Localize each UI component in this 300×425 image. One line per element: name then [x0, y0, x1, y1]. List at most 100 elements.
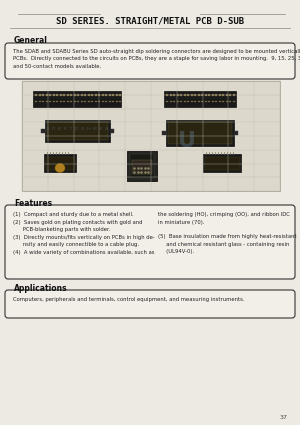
Bar — [205, 101, 206, 102]
Text: э л е к т р о н и к а: э л е к т р о н и к а — [46, 125, 108, 130]
Bar — [205, 94, 206, 96]
Bar — [44, 154, 76, 172]
Bar — [40, 129, 44, 133]
Text: 37: 37 — [280, 415, 288, 420]
Bar — [49, 94, 51, 96]
Bar — [84, 94, 86, 96]
Bar — [187, 94, 189, 96]
Bar — [110, 129, 113, 133]
Bar — [166, 94, 168, 96]
Bar — [80, 101, 83, 102]
Bar — [168, 122, 232, 144]
Bar — [164, 91, 236, 107]
Bar — [203, 154, 241, 172]
Bar — [109, 94, 110, 96]
Bar — [184, 94, 185, 96]
Bar — [88, 101, 89, 102]
Ellipse shape — [55, 164, 65, 173]
FancyBboxPatch shape — [5, 290, 295, 318]
Bar — [116, 101, 118, 102]
Bar — [197, 94, 200, 96]
Bar — [35, 101, 37, 102]
Bar — [190, 94, 193, 96]
Bar — [46, 94, 47, 96]
Bar — [229, 101, 231, 102]
Text: General: General — [14, 36, 48, 45]
Bar — [52, 101, 55, 102]
Bar — [180, 94, 182, 96]
Bar — [70, 94, 72, 96]
FancyBboxPatch shape — [5, 43, 295, 79]
Bar — [91, 101, 93, 102]
Bar — [49, 101, 51, 102]
Bar — [91, 94, 93, 96]
Bar — [176, 94, 178, 96]
Bar — [67, 101, 68, 102]
Bar — [205, 157, 239, 170]
Bar — [201, 101, 203, 102]
Bar — [232, 101, 235, 102]
Bar — [38, 101, 40, 102]
Bar — [44, 120, 110, 142]
Bar — [80, 94, 83, 96]
Text: SD SERIES. STRAIGHT/METAL PCB D-SUB: SD SERIES. STRAIGHT/METAL PCB D-SUB — [56, 17, 244, 26]
Bar — [112, 94, 114, 96]
Bar — [222, 94, 224, 96]
Bar — [46, 101, 47, 102]
Bar — [98, 101, 100, 102]
Bar — [212, 101, 214, 102]
Bar — [84, 101, 86, 102]
Bar — [105, 94, 107, 96]
Bar — [162, 131, 166, 135]
Bar — [173, 101, 175, 102]
Bar — [38, 94, 40, 96]
Bar — [112, 101, 114, 102]
Text: Computers, peripherals and terminals, control equipment, and measuring instrumen: Computers, peripherals and terminals, co… — [13, 297, 244, 302]
Bar — [33, 91, 121, 107]
Bar — [119, 94, 121, 96]
Bar — [59, 101, 62, 102]
Bar — [77, 94, 79, 96]
Bar — [229, 94, 231, 96]
Bar — [88, 94, 89, 96]
Bar — [208, 101, 210, 102]
Bar — [187, 101, 189, 102]
Bar — [101, 101, 103, 102]
Text: The SDAB and SDABU Series SD auto-straight dip soldering connectors are designed: The SDAB and SDABU Series SD auto-straig… — [13, 49, 300, 69]
Bar — [46, 122, 107, 140]
Bar — [190, 101, 193, 102]
Bar — [52, 94, 55, 96]
Bar — [215, 94, 217, 96]
Bar — [35, 94, 37, 96]
Text: (1)  Compact and sturdy due to a metal shell.
(2)  Saves gold on plating contact: (1) Compact and sturdy due to a metal sh… — [13, 212, 155, 255]
Text: U: U — [178, 131, 196, 151]
Bar — [215, 101, 217, 102]
Bar — [46, 157, 74, 170]
Bar — [201, 94, 203, 96]
Bar — [132, 160, 152, 174]
Text: the soldering (HO), crimping (OO), and ribbon IDC
in miniature (70).: the soldering (HO), crimping (OO), and r… — [158, 212, 290, 224]
Bar — [63, 101, 65, 102]
Bar — [98, 94, 100, 96]
Text: Features: Features — [14, 199, 52, 208]
Bar — [222, 101, 224, 102]
Bar — [226, 101, 227, 102]
Bar — [94, 94, 97, 96]
Bar — [22, 81, 280, 191]
Bar — [166, 101, 168, 102]
Bar — [127, 151, 157, 181]
Bar — [212, 94, 214, 96]
Bar — [218, 101, 220, 102]
Bar — [109, 101, 110, 102]
Bar — [105, 101, 107, 102]
Bar — [184, 101, 185, 102]
Bar — [173, 94, 175, 96]
Bar — [194, 94, 196, 96]
Bar — [169, 94, 172, 96]
FancyBboxPatch shape — [5, 205, 295, 279]
Bar — [226, 94, 227, 96]
Bar — [74, 101, 76, 102]
Bar — [56, 101, 58, 102]
Bar — [232, 94, 235, 96]
Bar — [70, 101, 72, 102]
